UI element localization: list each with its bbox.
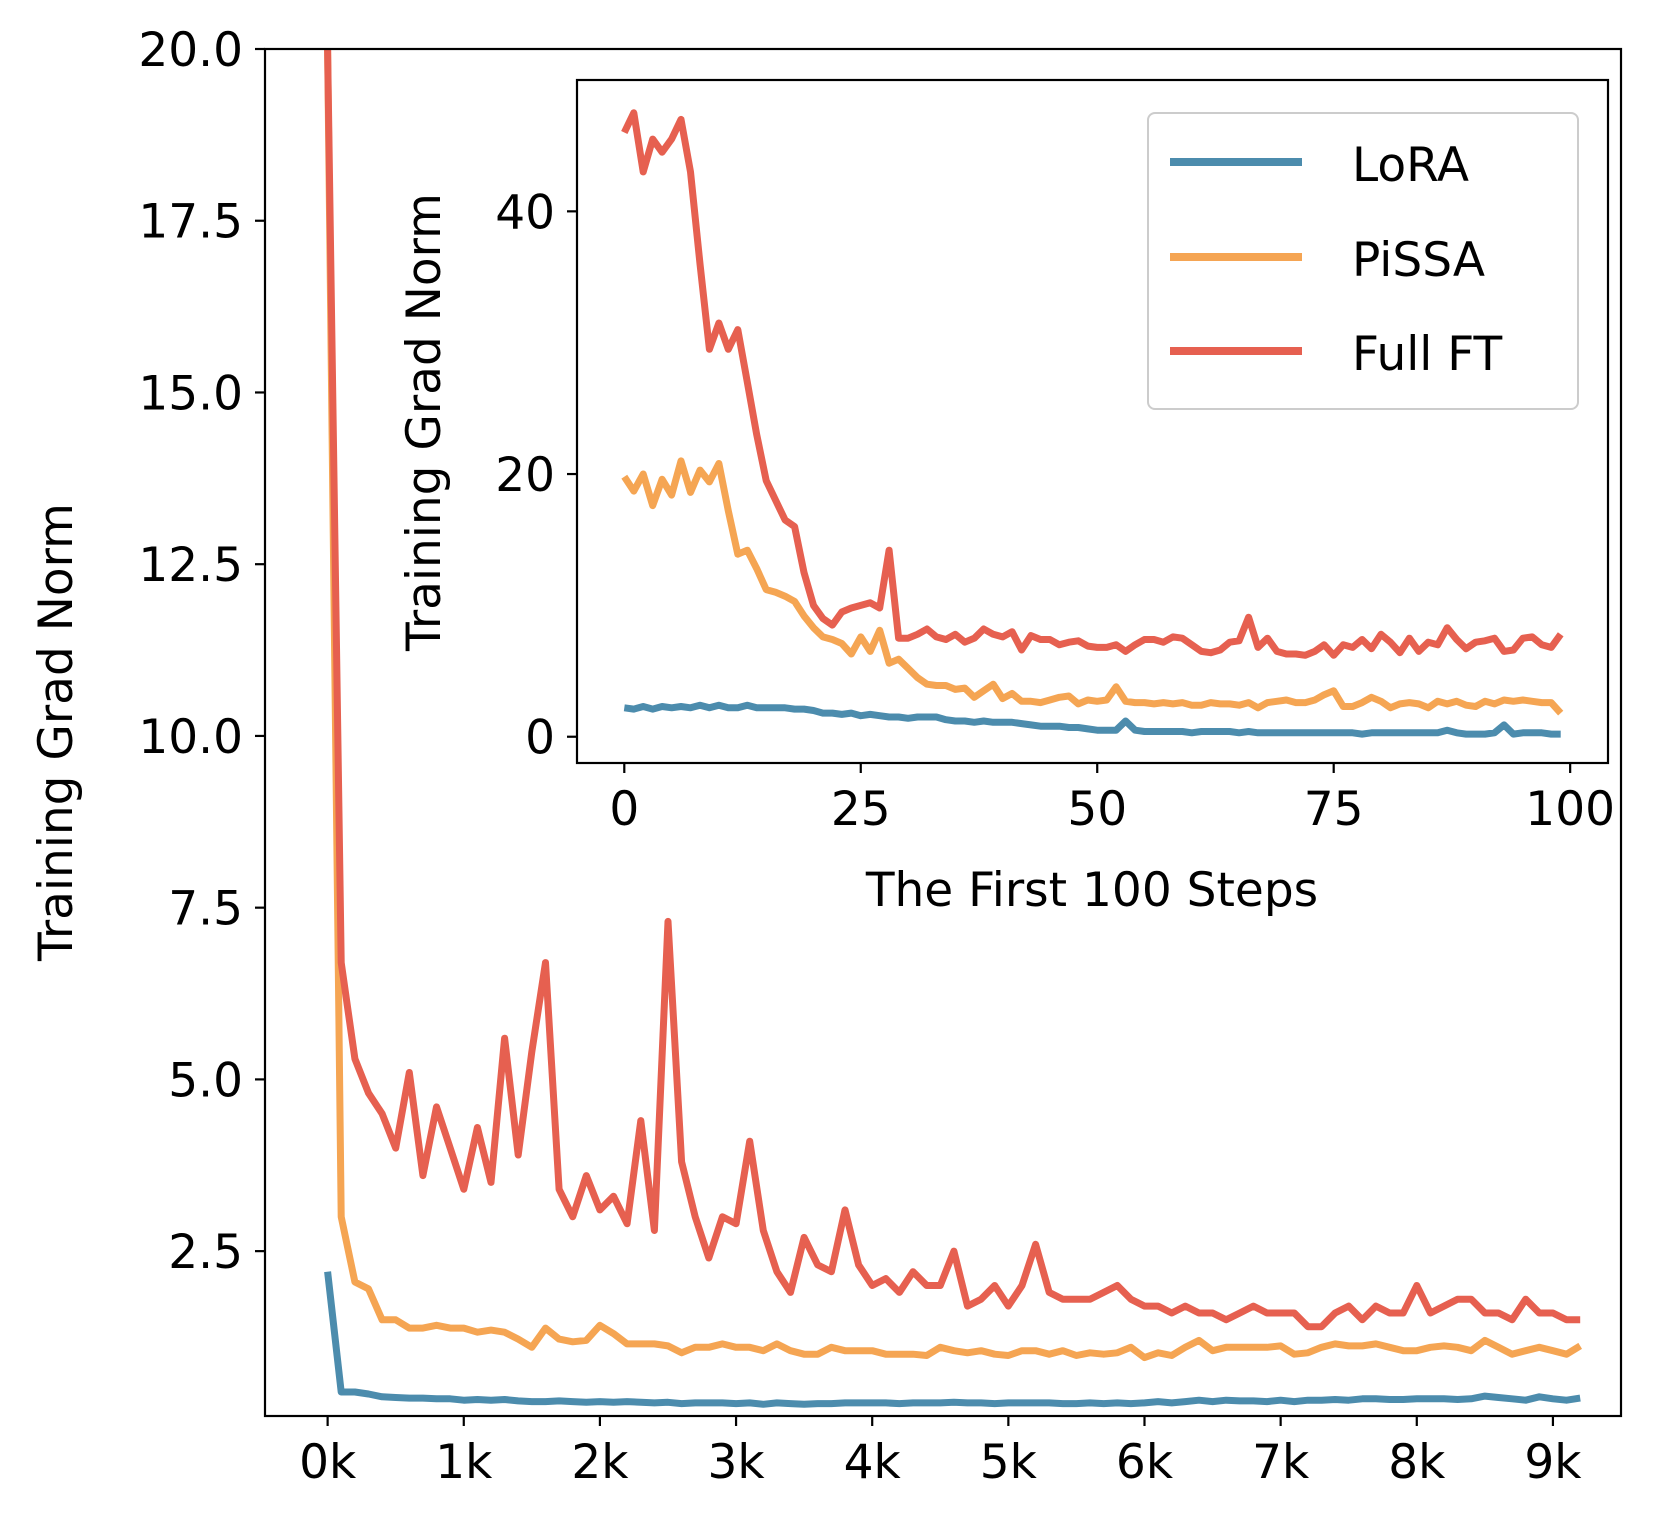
main-x-tick-label: 5k: [980, 1435, 1038, 1490]
main-y-tick-label: 17.5: [138, 195, 243, 250]
main-y-axis-title: Training Grad Norm: [29, 503, 84, 962]
main-series-line-lora: [324, 1271, 1581, 1408]
inset-y-tick-label: 0: [525, 711, 555, 766]
legend-label-lora: LoRA: [1352, 138, 1469, 193]
main-x-tick-label: 4k: [844, 1435, 902, 1490]
main-x-tick-label: 3k: [707, 1435, 765, 1490]
main-x-tick-label: 0k: [299, 1435, 357, 1490]
inset-x-tick-label: 25: [831, 782, 891, 837]
legend-box: [1147, 112, 1579, 410]
inset-x-tick-label: 75: [1304, 782, 1364, 837]
inset-series-line-pissa: [621, 457, 1564, 716]
inset-axes-frame: [575, 78, 1610, 765]
main-y-tick-label: 5.0: [168, 1053, 243, 1108]
inset-y-tick-label: 40: [495, 185, 555, 240]
main-x-tick-label: 9k: [1524, 1435, 1582, 1490]
inset-y-ticks: 0 20 40: [495, 185, 577, 766]
main-series-line-pissa: [324, 49, 1583, 1362]
main-x-tick-label: 2k: [571, 1435, 629, 1490]
main-x-tick-label: 7k: [1252, 1435, 1310, 1490]
main-series-line-full-ft: [324, 49, 1581, 1331]
inset-series-group: [621, 109, 1564, 738]
legend-label-full-ft: Full FT: [1352, 327, 1503, 382]
main-y-tick-label: 7.5: [168, 882, 243, 937]
legend: LoRA PiSSA Full FT: [1147, 112, 1579, 410]
main-y-tick-label: 15.0: [138, 366, 243, 421]
main-y-tick-label: 20.0: [138, 23, 243, 78]
legend-label-pissa: PiSSA: [1352, 233, 1485, 288]
inset-y-tick-label: 20: [495, 448, 555, 503]
inset-y-axis-title: Training Grad Norm: [397, 193, 452, 652]
inset-x-tick-label: 50: [1067, 782, 1127, 837]
main-y-ticks: 2.5 5.0 7.5 10.0 12.5 15.0 17.5 20.0: [138, 23, 265, 1280]
main-axes-frame: [263, 47, 1623, 1418]
main-x-ticks: 0k 1k 2k 3k 4k 5k 6k 7k 8k 9k: [299, 1416, 1582, 1490]
main-x-tick-label: 1k: [435, 1435, 493, 1490]
main-x-tick-label: 6k: [1116, 1435, 1174, 1490]
inset-series-line-full-ft: [621, 109, 1564, 659]
inset-x-tick-label: 0: [609, 782, 639, 837]
main-x-tick-label: 8k: [1388, 1435, 1446, 1490]
main-y-tick-label: 10.0: [138, 710, 243, 765]
inset-x-tick-label: 100: [1525, 782, 1615, 837]
main-y-tick-label: 2.5: [168, 1225, 243, 1280]
main-series-group: [324, 49, 1583, 1408]
inset-x-ticks: 0 25 50 75 100: [609, 763, 1615, 837]
main-y-tick-label: 12.5: [138, 538, 243, 593]
inset-series-line-lora: [623, 701, 1561, 738]
inset-x-axis-title: The First 100 Steps: [865, 863, 1318, 918]
inset-plot: 0 25 50 75 100 0 20 40 Training Grad Norm The …: [397, 78, 1615, 918]
